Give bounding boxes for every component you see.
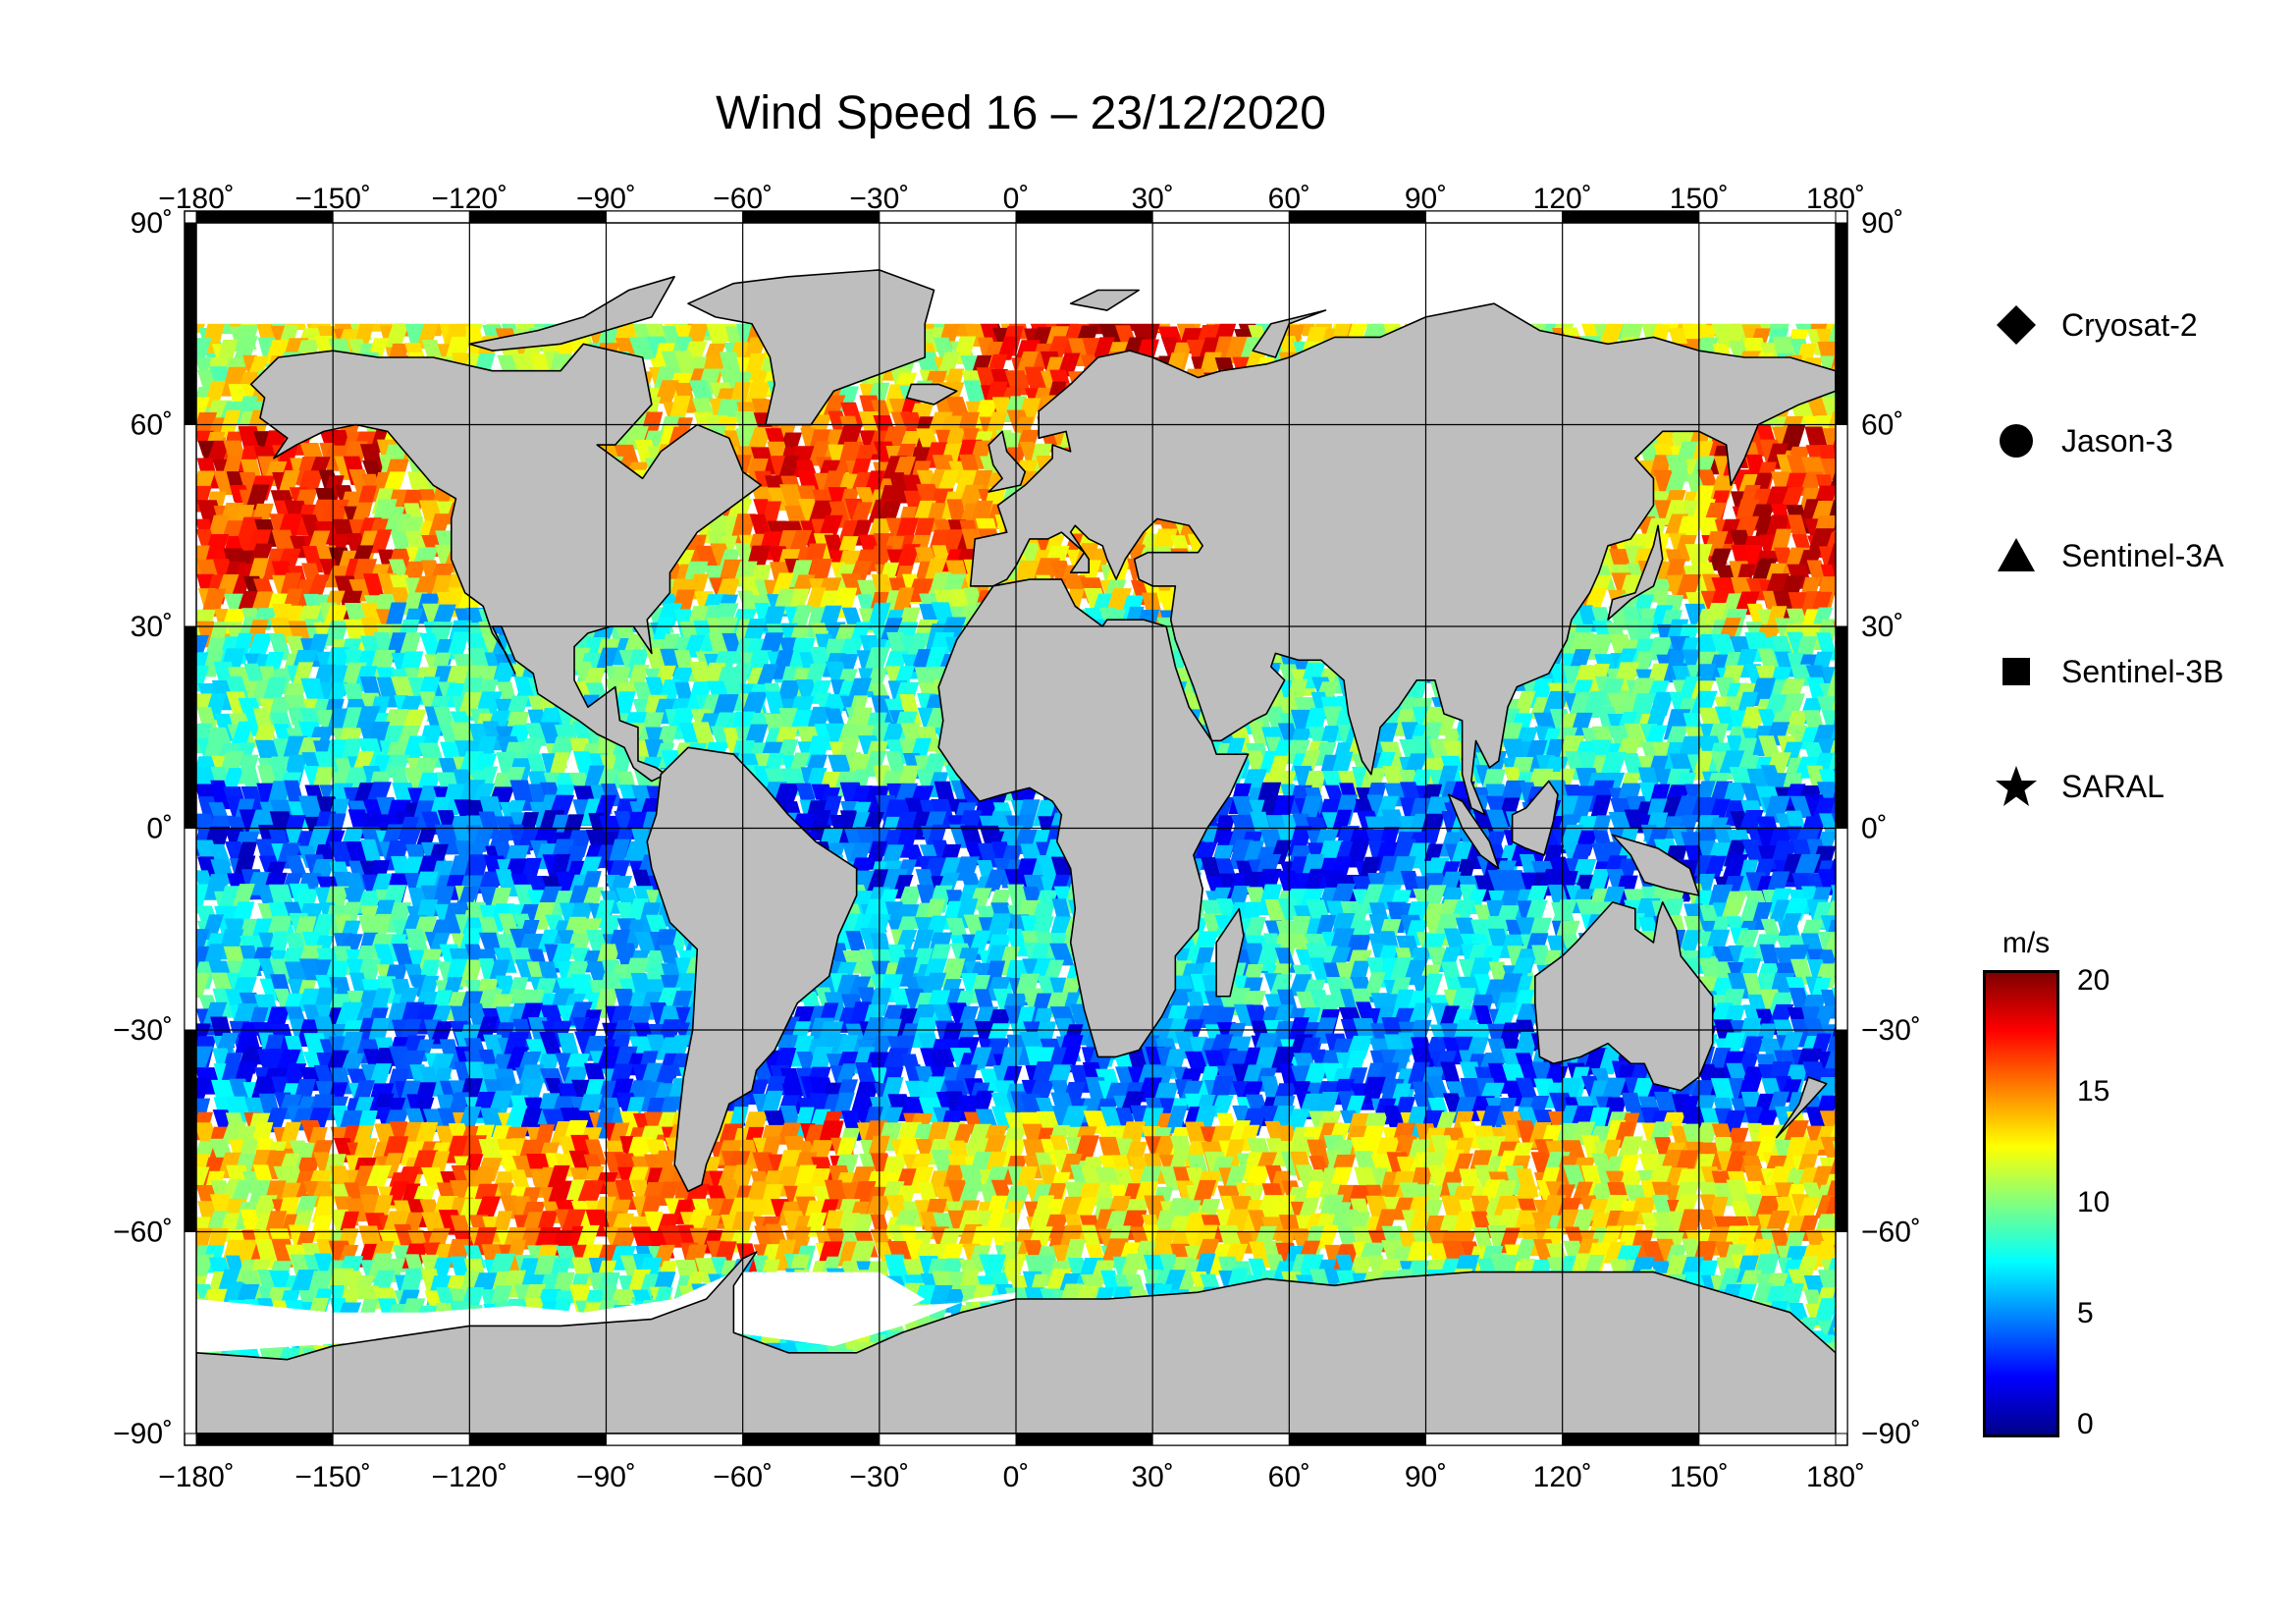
lon-tick-bottom: 90˚	[1405, 1461, 1447, 1493]
lon-tick-top: 0˚	[1003, 183, 1030, 215]
legend-label: Jason-3	[2061, 422, 2173, 459]
lon-tick-top: 90˚	[1405, 183, 1447, 215]
lon-tick-bottom: −180˚	[158, 1461, 235, 1493]
lat-tick-right: 90˚	[1861, 207, 1903, 240]
colorbar-tick: 20	[2077, 964, 2110, 997]
legend-item-sentinel-3b: Sentinel-3B	[1993, 642, 2223, 701]
lon-tick-top: −60˚	[713, 183, 773, 215]
legend-label: Cryosat-2	[2061, 306, 2198, 343]
lon-tick-bottom: 30˚	[1131, 1461, 1173, 1493]
lon-tick-bottom: 60˚	[1268, 1461, 1310, 1493]
circle-icon	[2000, 424, 2033, 458]
star-icon	[1996, 766, 2037, 806]
diamond-icon	[1997, 305, 2036, 345]
lon-tick-bottom: −90˚	[576, 1461, 636, 1493]
lat-tick-left: 30˚	[131, 611, 173, 643]
lat-tick-left: −90˚	[113, 1418, 173, 1450]
lat-tick-left: −60˚	[113, 1217, 173, 1249]
lon-tick-top: −180˚	[158, 183, 235, 215]
triangle-icon	[1998, 538, 2035, 571]
lon-tick-top: −150˚	[294, 183, 371, 215]
legend-label: Sentinel-3A	[2061, 537, 2224, 573]
lat-tick-right: 60˚	[1861, 409, 1903, 442]
chart-title: Wind Speed 16 – 23/12/2020	[716, 87, 1326, 139]
lon-tick-top: 30˚	[1131, 183, 1173, 215]
colorbar-tick: 10	[2077, 1186, 2110, 1218]
colorbar-tick: 15	[2077, 1075, 2110, 1108]
lat-tick-left: 60˚	[131, 409, 173, 442]
lon-tick-top: 60˚	[1268, 183, 1310, 215]
lon-tick-top: 180˚	[1806, 183, 1865, 215]
lat-tick-left: −30˚	[113, 1014, 173, 1047]
lon-tick-bottom: −150˚	[294, 1461, 371, 1493]
lon-tick-bottom: −120˚	[432, 1461, 508, 1493]
lat-tick-right: 0˚	[1861, 813, 1888, 845]
lon-tick-bottom: 0˚	[1003, 1461, 1030, 1493]
lon-tick-bottom: −60˚	[713, 1461, 773, 1493]
legend-label: SARAL	[2061, 768, 2164, 804]
lon-tick-bottom: 180˚	[1806, 1461, 1865, 1493]
lat-tick-right: 30˚	[1861, 611, 1903, 643]
lon-tick-top: −30˚	[849, 183, 909, 215]
colorbar-tick: 0	[2077, 1408, 2094, 1440]
lon-tick-top: −90˚	[576, 183, 636, 215]
map-frame	[184, 210, 1848, 1446]
lon-tick-bottom: −30˚	[849, 1461, 909, 1493]
colorbar-unit: m/s	[2002, 927, 2051, 959]
graticule	[196, 223, 1836, 1434]
legend-item-cryosat-2: Cryosat-2	[1993, 296, 2198, 354]
legend-item-saral: SARAL	[1993, 757, 2164, 816]
lon-tick-top: 150˚	[1670, 183, 1729, 215]
colorbar	[1983, 970, 2059, 1437]
lat-tick-right: −90˚	[1861, 1418, 1921, 1450]
lat-tick-left: 0˚	[146, 813, 173, 845]
lon-tick-top: −120˚	[432, 183, 508, 215]
colorbar-tick: 5	[2077, 1297, 2094, 1329]
legend-label: Sentinel-3B	[2061, 653, 2224, 689]
lat-tick-right: −30˚	[1861, 1014, 1921, 1047]
legend-item-sentinel-3a: Sentinel-3A	[1993, 526, 2223, 585]
lon-tick-bottom: 150˚	[1670, 1461, 1729, 1493]
lat-tick-left: 90˚	[131, 207, 173, 240]
legend-item-jason-3: Jason-3	[1993, 411, 2173, 470]
square-icon	[2002, 658, 2030, 685]
lon-tick-top: 120˚	[1533, 183, 1592, 215]
lon-tick-bottom: 120˚	[1533, 1461, 1592, 1493]
tick-labels: −180˚ −180˚ −150˚ −150˚ −120˚ −120˚ −90˚ −90˚ −6…	[113, 183, 1921, 1493]
lat-tick-right: −60˚	[1861, 1217, 1921, 1249]
